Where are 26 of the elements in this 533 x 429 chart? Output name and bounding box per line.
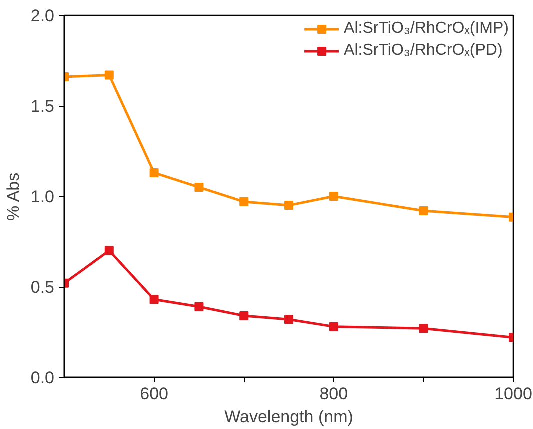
point: [104, 70, 114, 80]
x-tick-label: 600: [140, 384, 168, 404]
y-tick-label: 1.0: [30, 188, 55, 206]
y-tick-label: 0.0: [30, 368, 55, 388]
point: [150, 168, 159, 178]
y-tick-label: 1.5: [30, 97, 55, 116]
point: [419, 324, 428, 334]
x-axis-title: Wavelength (nm): [224, 408, 354, 426]
legend-label: Al:SrTiO₃/RhCrOₓ(IMP): [344, 20, 509, 38]
point: [329, 192, 338, 201]
point: [284, 315, 294, 324]
x-tick-label: 800: [320, 384, 348, 404]
point: [240, 197, 249, 206]
point: [240, 311, 249, 320]
point: [419, 206, 428, 216]
x-tick-label: 1000: [494, 384, 532, 404]
point: [284, 201, 294, 210]
point: [194, 182, 204, 192]
point: [329, 322, 338, 332]
point: [194, 302, 204, 312]
point: [150, 295, 159, 304]
point: [104, 246, 114, 256]
y-tick-label: 0.5: [30, 278, 55, 297]
legend-label: Al:SrTiO₃/RhCrOₓ(PD): [344, 42, 503, 60]
y-axis-title: % Abs: [4, 172, 23, 222]
y-tick-label: 2.0: [30, 6, 55, 26]
